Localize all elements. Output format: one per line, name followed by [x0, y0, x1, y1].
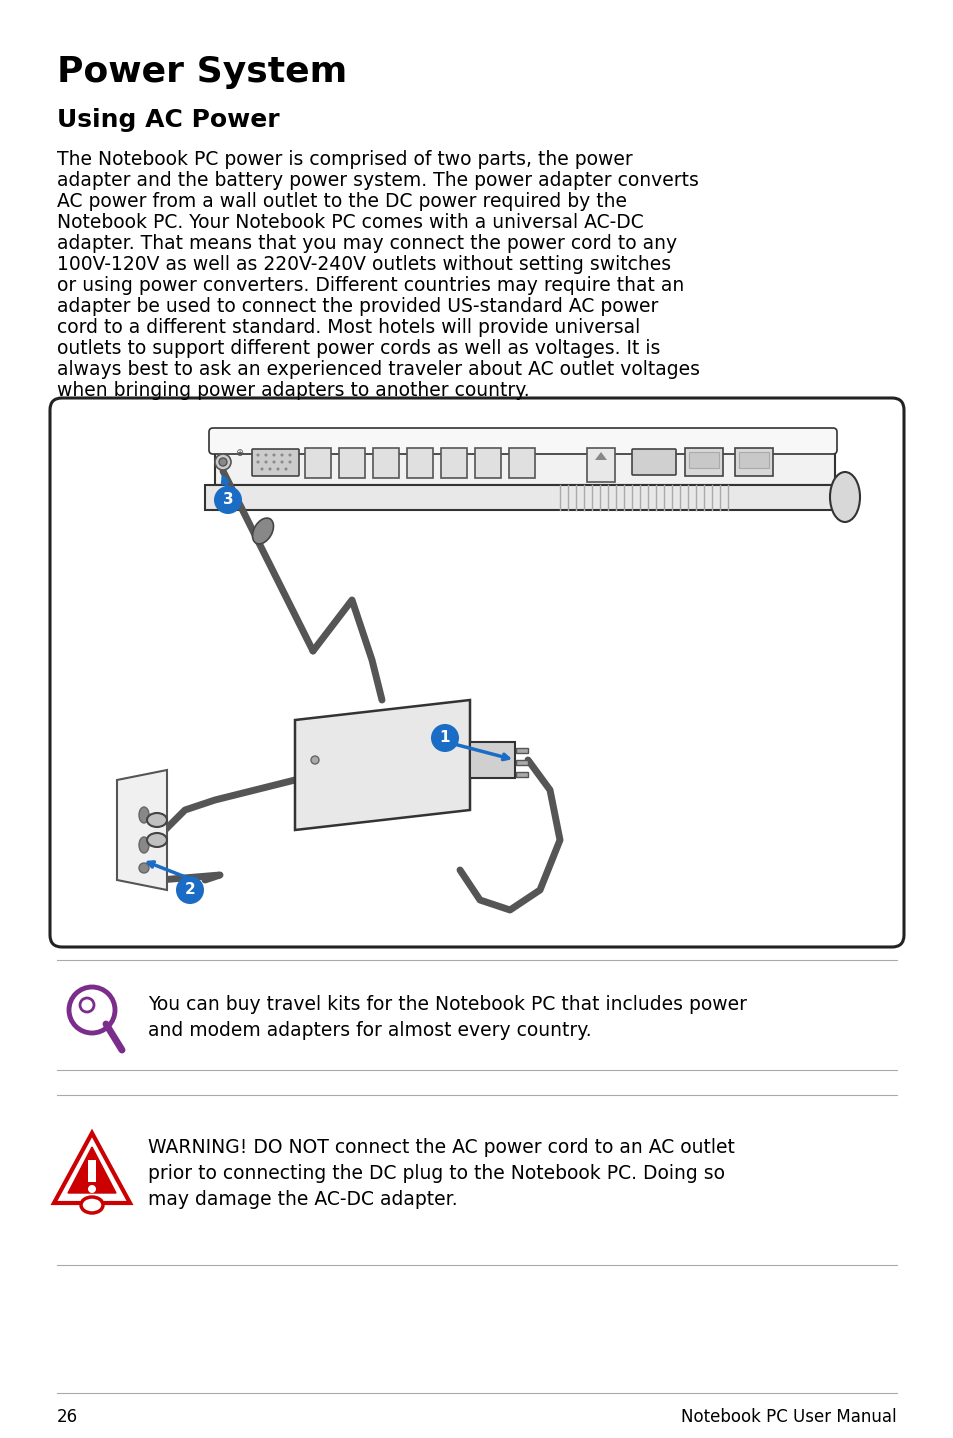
Circle shape — [288, 453, 292, 456]
Text: or using power converters. Different countries may require that an: or using power converters. Different cou… — [57, 276, 683, 295]
Text: The Notebook PC power is comprised of two parts, the power: The Notebook PC power is comprised of tw… — [57, 150, 632, 170]
Ellipse shape — [139, 807, 149, 823]
Circle shape — [280, 453, 283, 456]
Circle shape — [273, 460, 275, 463]
Circle shape — [276, 467, 279, 470]
Text: may damage the AC-DC adapter.: may damage the AC-DC adapter. — [148, 1191, 457, 1209]
FancyBboxPatch shape — [50, 398, 903, 948]
Bar — [734, 449, 772, 476]
Circle shape — [256, 460, 259, 463]
Ellipse shape — [253, 518, 274, 544]
Bar — [440, 449, 467, 477]
Bar — [475, 449, 500, 477]
Polygon shape — [117, 769, 167, 890]
Bar — [516, 761, 527, 765]
Circle shape — [219, 457, 227, 466]
Bar — [338, 449, 365, 477]
Text: Using AC Power: Using AC Power — [57, 108, 279, 132]
Circle shape — [256, 453, 259, 456]
Text: always best to ask an experienced traveler about AC outlet voltages: always best to ask an experienced travel… — [57, 360, 700, 380]
Bar — [688, 452, 719, 467]
Circle shape — [273, 453, 275, 456]
Bar — [305, 449, 331, 477]
Text: 1: 1 — [439, 731, 450, 745]
FancyBboxPatch shape — [209, 429, 836, 454]
Circle shape — [213, 486, 242, 513]
Bar — [407, 449, 433, 477]
Text: 26: 26 — [57, 1408, 78, 1426]
Circle shape — [311, 756, 318, 764]
Ellipse shape — [139, 837, 149, 853]
Bar — [509, 449, 535, 477]
Text: Notebook PC. Your Notebook PC comes with a universal AC-DC: Notebook PC. Your Notebook PC comes with… — [57, 213, 643, 232]
Text: Power System: Power System — [57, 55, 347, 89]
Circle shape — [288, 460, 292, 463]
Circle shape — [268, 467, 272, 470]
Text: You can buy travel kits for the Notebook PC that includes power: You can buy travel kits for the Notebook… — [148, 995, 746, 1014]
Text: outlets to support different power cords as well as voltages. It is: outlets to support different power cords… — [57, 339, 659, 358]
Polygon shape — [54, 1133, 130, 1204]
Circle shape — [69, 986, 115, 1032]
Circle shape — [80, 998, 94, 1012]
Text: 3: 3 — [222, 492, 233, 508]
Circle shape — [214, 454, 231, 470]
Polygon shape — [68, 1148, 116, 1194]
Ellipse shape — [81, 1196, 103, 1214]
Bar — [739, 452, 768, 467]
Text: prior to connecting the DC plug to the Notebook PC. Doing so: prior to connecting the DC plug to the N… — [148, 1163, 724, 1183]
Ellipse shape — [147, 812, 167, 827]
Text: 2: 2 — [185, 883, 195, 897]
Text: adapter. That means that you may connect the power cord to any: adapter. That means that you may connect… — [57, 234, 677, 253]
Text: 100V-120V as well as 220V-240V outlets without setting switches: 100V-120V as well as 220V-240V outlets w… — [57, 255, 670, 275]
Polygon shape — [294, 700, 470, 830]
Text: AC power from a wall outlet to the DC power required by the: AC power from a wall outlet to the DC po… — [57, 193, 626, 211]
Text: WARNING! DO NOT connect the AC power cord to an AC outlet: WARNING! DO NOT connect the AC power cor… — [148, 1137, 734, 1158]
Text: and modem adapters for almost every country.: and modem adapters for almost every coun… — [148, 1021, 591, 1040]
Ellipse shape — [139, 863, 149, 873]
Ellipse shape — [147, 833, 167, 847]
Circle shape — [175, 876, 204, 905]
FancyBboxPatch shape — [252, 449, 298, 476]
Circle shape — [88, 1185, 96, 1194]
Bar — [516, 748, 527, 754]
Polygon shape — [595, 452, 606, 460]
Text: adapter be used to connect the provided US-standard AC power: adapter be used to connect the provided … — [57, 298, 658, 316]
Circle shape — [264, 460, 267, 463]
Polygon shape — [214, 439, 834, 485]
Bar — [470, 742, 515, 778]
Text: ⊕: ⊕ — [234, 449, 243, 457]
Text: when bringing power adapters to another country.: when bringing power adapters to another … — [57, 381, 529, 400]
Bar — [586, 449, 615, 482]
Text: adapter and the battery power system. The power adapter converts: adapter and the battery power system. Th… — [57, 171, 699, 190]
Ellipse shape — [829, 472, 859, 522]
Bar — [516, 772, 527, 777]
FancyBboxPatch shape — [631, 449, 676, 475]
Text: cord to a different standard. Most hotels will provide universal: cord to a different standard. Most hotel… — [57, 318, 639, 336]
Circle shape — [260, 467, 263, 470]
Circle shape — [431, 723, 458, 752]
Bar — [684, 449, 722, 476]
Text: Notebook PC User Manual: Notebook PC User Manual — [680, 1408, 896, 1426]
Bar — [88, 1160, 96, 1182]
Bar — [373, 449, 398, 477]
Polygon shape — [205, 485, 844, 510]
Circle shape — [284, 467, 287, 470]
Circle shape — [264, 453, 267, 456]
Circle shape — [280, 460, 283, 463]
